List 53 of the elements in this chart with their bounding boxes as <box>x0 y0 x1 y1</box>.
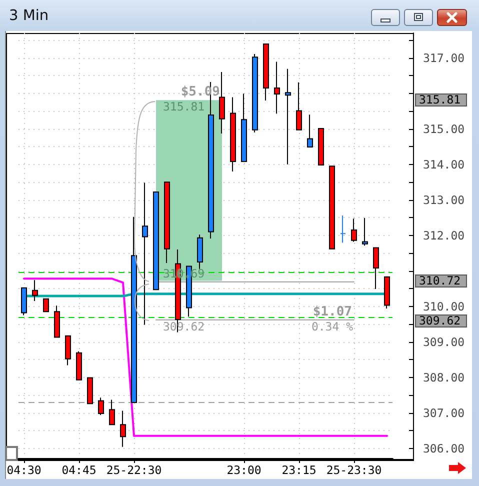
y-tick-label: 315.00 <box>423 122 465 136</box>
annotation: 315.81 <box>163 99 205 114</box>
y-tick-label: 310.00 <box>423 299 465 314</box>
candlestick <box>43 298 49 312</box>
x-tick-label: 04:45 <box>62 463 96 477</box>
candlestick <box>164 182 170 264</box>
y-tick-label: 306.00 <box>423 441 465 456</box>
candlestick <box>285 68 291 165</box>
y-tick-label: 317.00 <box>423 50 465 65</box>
candlestick <box>219 72 225 134</box>
candlestick <box>65 335 71 366</box>
x-tick-label: 23:00 <box>226 463 262 477</box>
chart-title: 3 Min <box>9 8 49 24</box>
candlestick <box>76 350 82 380</box>
candlestick <box>263 44 269 101</box>
candlestick <box>329 166 335 250</box>
candlestick <box>340 214 346 244</box>
candlestick <box>142 182 148 326</box>
candlestick <box>241 93 247 162</box>
candlestick <box>32 280 38 302</box>
candlestick <box>296 82 302 130</box>
candlestick <box>274 61 280 114</box>
x-tick-label: 04:30 <box>6 463 42 477</box>
candlestick <box>197 234 203 270</box>
y-tick-label: 307.00 <box>423 406 465 420</box>
y-tick-label: 314.00 <box>423 157 465 172</box>
y-tick-label: 313.00 <box>423 192 465 207</box>
y-tick-label: 312.00 <box>423 228 465 242</box>
candlestick <box>230 96 236 172</box>
x-tick-label: 25-23:30 <box>326 463 382 477</box>
candlestick <box>98 397 104 416</box>
candlestick <box>362 217 368 246</box>
x-tick-label: 23:15 <box>282 463 316 477</box>
annotation: $1.07 <box>312 304 352 320</box>
candlestick <box>373 247 379 290</box>
candlestick <box>351 218 357 242</box>
candlestick <box>120 410 126 448</box>
candlestick <box>307 114 313 148</box>
annotation: 0.34 % <box>311 319 353 334</box>
text: 309.62 <box>415 313 467 327</box>
candlestick <box>109 399 115 426</box>
text: 315.81 <box>415 92 467 107</box>
candlestick <box>153 192 159 290</box>
text: 310.72 <box>415 274 467 288</box>
candlestick <box>21 287 27 316</box>
candlestick <box>54 305 60 338</box>
y-tick-label: 308.00 <box>423 370 465 384</box>
y-tick-label: 309.00 <box>423 334 465 349</box>
candlestick <box>384 276 390 309</box>
candlestick <box>87 377 93 404</box>
x-tick-label: 25-22:30 <box>106 463 162 477</box>
candlestick <box>318 128 324 166</box>
candlestick <box>252 53 258 133</box>
